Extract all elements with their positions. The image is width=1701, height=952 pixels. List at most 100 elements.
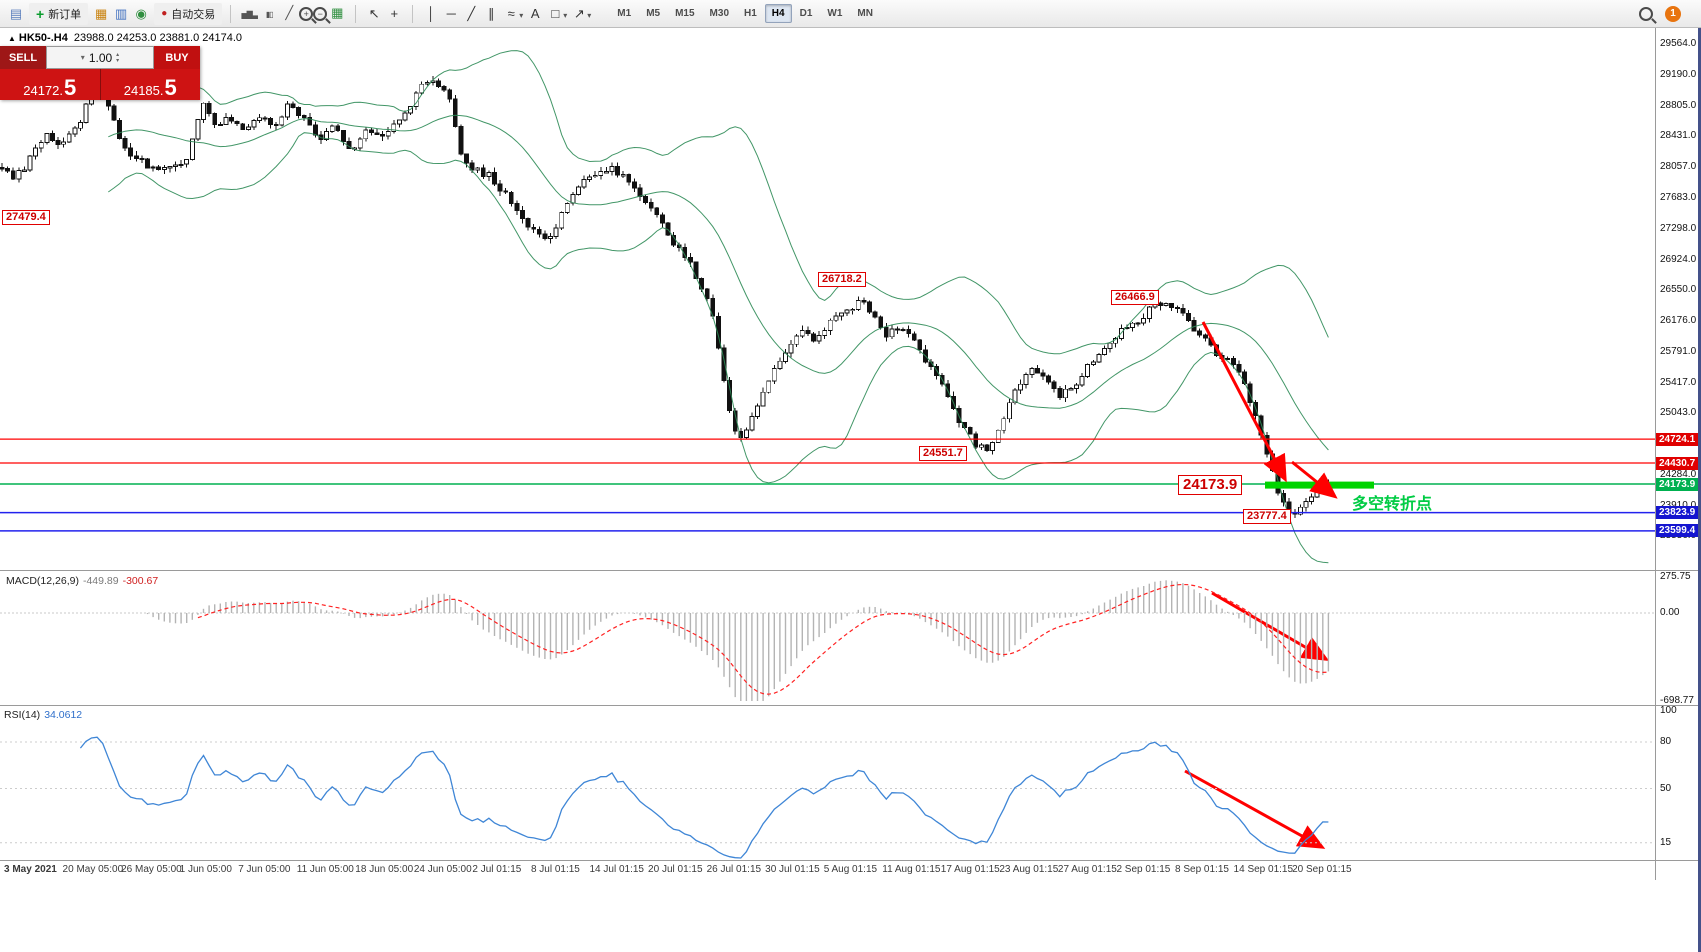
time-axis-label: 20 Sep 01:15 xyxy=(1292,864,1352,875)
rsi-axis-label: 80 xyxy=(1660,736,1672,747)
market-watch-icon[interactable]: ▦ xyxy=(95,5,108,21)
toolbar: ▤ + 新订单 ▦ ▥ ◉ ● 自动交易 ▅▇▃ ▮▯ ╱ + − ▦ ↖ + │ ─ ╱ ∥ ≈ ▾ A □… xyxy=(0,0,1701,28)
trendline-tool-icon[interactable]: ╱ xyxy=(467,5,476,21)
price-axis-label: 28431.0 xyxy=(1660,130,1697,142)
sell-button[interactable]: SELL xyxy=(0,46,46,69)
grid-icon[interactable]: ▦ xyxy=(331,4,344,20)
rsi-axis-label: 15 xyxy=(1660,836,1672,848)
price-tag: 24173.9 xyxy=(1656,477,1700,491)
candlestick-mode-icon[interactable]: ▮▯ xyxy=(265,9,274,19)
timeframe-m5[interactable]: M5 xyxy=(646,8,661,19)
timeframe-d1[interactable]: D1 xyxy=(799,8,813,19)
buy-price-frac: 5 xyxy=(164,75,177,100)
line-chart-mode-icon[interactable]: ╱ xyxy=(285,4,294,20)
cursor-icon[interactable]: ↖ xyxy=(368,5,380,21)
time-axis-label: 14 Jul 01:15 xyxy=(589,864,645,875)
rsi-label: RSI(14) 34.0612 xyxy=(4,709,82,721)
price-axis-label: 28805.0 xyxy=(1660,99,1697,111)
main-price-chart[interactable] xyxy=(0,28,1655,570)
price-axis-label: 28057.0 xyxy=(1660,161,1697,173)
sell-price-frac: 5 xyxy=(64,75,77,100)
timeframe-h1[interactable]: H1 xyxy=(744,8,757,19)
time-axis-label: 5 Aug 01:15 xyxy=(823,864,878,875)
toolbar-separator xyxy=(230,4,232,23)
timeframe-m1[interactable]: M1 xyxy=(617,8,632,19)
arrows-tool-icon[interactable]: ↗ xyxy=(573,5,585,21)
rsi-axis-label: 50 xyxy=(1660,782,1672,794)
timeframe-h4[interactable]: H4 xyxy=(764,4,792,23)
timeframe-w1[interactable]: W1 xyxy=(827,8,843,19)
zoom-in-icon[interactable]: + xyxy=(299,7,314,22)
stepper-down-icon[interactable]: ▾ xyxy=(116,57,120,64)
buy-price[interactable]: 24185. 5 xyxy=(101,69,201,100)
vline-tool-icon[interactable]: │ xyxy=(427,5,436,21)
zoom-out-icon[interactable]: − xyxy=(313,7,328,22)
navigator-icon[interactable]: ◉ xyxy=(135,5,147,21)
shapes-tool-icon[interactable]: □ xyxy=(551,5,560,21)
crosshair-icon[interactable]: + xyxy=(390,5,399,21)
one-click-trading-panel: SELL ▾ 1.00 ▴ ▾ BUY 24172. 5 24185. 5 xyxy=(0,46,200,100)
time-axis-label: 8 Sep 01:15 xyxy=(1175,864,1229,875)
new-order-button[interactable]: + 新订单 xyxy=(29,2,89,25)
price-axis-label: 27683.0 xyxy=(1660,191,1697,203)
sell-price-main: 24172. xyxy=(23,83,63,98)
stepper-up-icon[interactable]: ▴ xyxy=(116,51,120,58)
rsi-name: RSI(14) xyxy=(4,709,41,721)
time-axis-label: 14 Sep 01:15 xyxy=(1233,864,1294,875)
price-tag: 23823.9 xyxy=(1656,506,1700,520)
text-tool-icon[interactable]: A xyxy=(530,5,540,21)
price-axis-separator xyxy=(1655,28,1656,880)
volume-value: 1.00 xyxy=(88,50,113,65)
panel-separator[interactable] xyxy=(0,570,1701,571)
time-axis-label: 2 Jul 01:15 xyxy=(472,864,522,875)
arrows-tool-icon-dropdown[interactable]: ▾ xyxy=(587,10,592,20)
price-axis-label: 23910.0 xyxy=(1660,499,1697,511)
time-axis-label: 23 Aug 01:15 xyxy=(999,864,1059,875)
price-tag: 24724.1 xyxy=(1656,432,1700,446)
data-window-icon[interactable]: ▥ xyxy=(115,5,128,21)
shapes-tool-icon-dropdown[interactable]: ▾ xyxy=(563,10,568,20)
price-axis-label: 27298.0 xyxy=(1660,222,1697,234)
price-axis-label: 25791.0 xyxy=(1660,346,1697,357)
timeframe-mn[interactable]: MN xyxy=(857,8,873,19)
ohlc-values: 23988.0 24253.0 23881.0 24174.0 xyxy=(73,32,243,44)
price-axis: 29564.0 29190.0 28805.0 28431.0 28057.0 27683… xyxy=(1656,28,1701,880)
price-axis-label: 29564.0 xyxy=(1660,38,1697,49)
terminal-window-icon[interactable]: ▤ xyxy=(9,5,23,21)
macd-name: MACD(12,26,9) xyxy=(6,575,79,587)
auto-trading-icon: ● xyxy=(161,8,168,19)
waves-tool-icon-dropdown[interactable]: ▾ xyxy=(519,10,524,20)
bar-chart-mode-icon[interactable]: ▅▇▃ xyxy=(241,9,258,19)
rsi-axis-label: 100 xyxy=(1660,705,1677,716)
buy-button[interactable]: BUY xyxy=(154,46,200,69)
price-tag: 23599.4 xyxy=(1656,524,1700,538)
time-axis: 3 May 2021 20 May 05:00 26 May 05:00 1 Jun … xyxy=(0,861,1655,880)
time-axis-label: 18 Jun 05:00 xyxy=(355,864,414,875)
notification-badge[interactable]: 1 xyxy=(1665,5,1681,22)
auto-trading-button[interactable]: ● 自动交易 xyxy=(154,2,223,25)
timeframe-m30[interactable]: M30 xyxy=(709,8,729,19)
macd-indicator-chart[interactable] xyxy=(0,571,1655,705)
auto-trading-label: 自动交易 xyxy=(171,8,216,21)
volume-dropdown-icon[interactable]: ▾ xyxy=(80,53,85,62)
timeframe-m15[interactable]: M15 xyxy=(675,8,695,19)
macd-label: MACD(12,26,9) -449.89 -300.67 xyxy=(6,575,158,587)
time-axis-label: 2 Sep 01:15 xyxy=(1116,864,1171,875)
time-axis-label: 17 Aug 01:15 xyxy=(940,864,1000,875)
toolbar-right-group: 1 xyxy=(1639,5,1695,22)
buy-price-main: 24185. xyxy=(123,83,164,98)
sell-price[interactable]: 24172. 5 xyxy=(0,69,101,100)
volume-field[interactable]: ▾ 1.00 ▴ ▾ xyxy=(46,46,154,69)
panel-separator[interactable] xyxy=(0,705,1701,706)
search-icon[interactable] xyxy=(1639,6,1653,21)
waves-tool-icon[interactable]: ≈ xyxy=(507,5,515,21)
rsi-indicator-chart[interactable] xyxy=(0,706,1655,860)
window-right-border xyxy=(1698,28,1701,952)
price-tag: 24430.7 xyxy=(1656,456,1700,470)
hline-tool-icon[interactable]: ─ xyxy=(446,5,456,21)
time-axis-label: 24 Jun 05:00 xyxy=(413,864,472,875)
time-axis-label: 11 Jun 05:00 xyxy=(296,864,354,875)
time-axis-label: 20 May 05:00 xyxy=(62,864,124,875)
volume-stepper[interactable]: ▴ ▾ xyxy=(116,52,119,64)
channel-tool-icon[interactable]: ∥ xyxy=(487,5,495,21)
